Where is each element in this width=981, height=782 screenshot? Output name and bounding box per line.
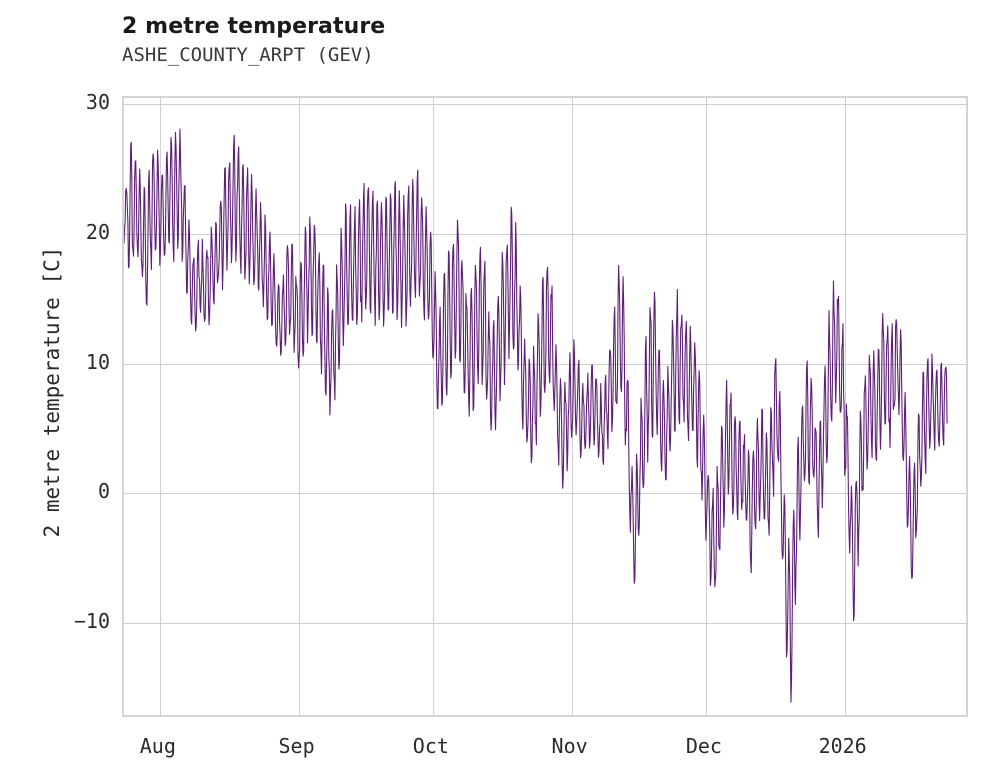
gridline-vertical-2 [433,98,434,717]
temperature-series-plot [124,128,948,703]
chart-subtitle: ASHE_COUNTY_ARPT (GEV) [122,44,374,66]
y-tick-label: −10 [73,609,110,634]
y-tick-label: 0 [97,479,110,504]
gridline-vertical-1 [299,98,300,717]
x-tick-label: Oct [412,734,449,758]
y-axis-ticks: 30 20 10 0 −10 [0,0,110,782]
gridline-vertical-0 [160,98,161,717]
gridline-horizontal-4 [124,623,968,624]
plot-area [122,96,968,717]
temperature-line [124,128,948,703]
x-tick-label: Sep [278,734,315,758]
y-tick-label: 30 [85,90,110,115]
page-title: 2 metre temperature [122,14,386,39]
gridline-vertical-5 [845,98,846,717]
y-tick-label: 10 [85,349,110,374]
x-tick-label: 2026 [818,734,867,758]
gridline-horizontal-3 [124,493,968,494]
gridline-horizontal-1 [124,234,968,235]
x-tick-label: Dec [685,734,722,758]
x-tick-label: Nov [551,734,588,758]
y-axis-label: 2 metre temperature [C] [40,246,64,538]
gridline-vertical-4 [706,98,707,717]
title-block: 2 metre temperature ASHE_COUNTY_ARPT (GE… [122,14,922,67]
gridline-horizontal-0 [124,104,968,105]
y-tick-label: 20 [85,220,110,245]
plot-frame-right [966,96,968,717]
plot-frame-bottom [122,715,968,717]
x-tick-label: Aug [139,734,176,758]
